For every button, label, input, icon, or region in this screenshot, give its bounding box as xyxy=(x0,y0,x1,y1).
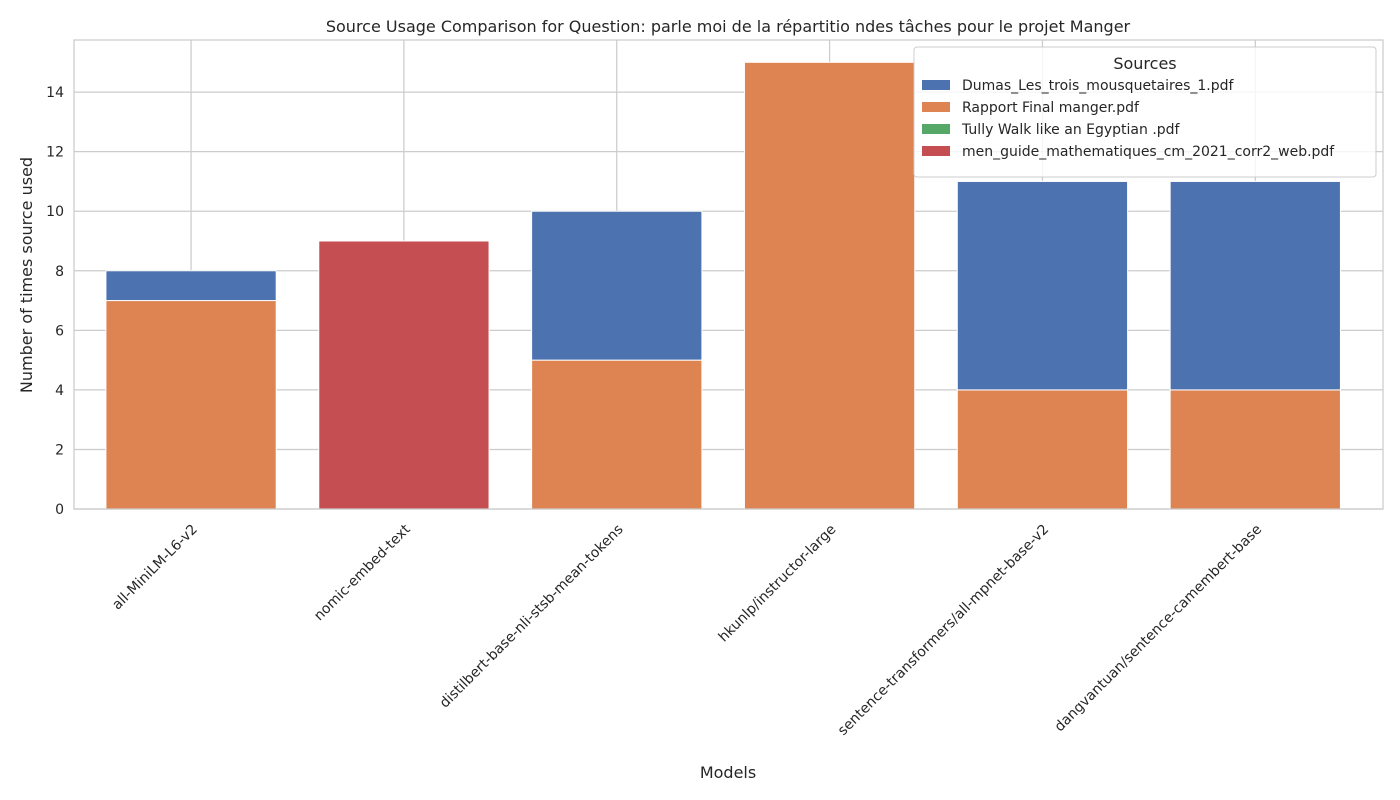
bar-segment xyxy=(743,61,916,510)
bar-segment xyxy=(956,389,1129,510)
y-tick-label: 4 xyxy=(55,383,64,399)
legend-label: Dumas_Les_trois_mousquetaires_1.pdf xyxy=(962,78,1234,94)
y-tick-label: 12 xyxy=(46,145,64,161)
x-tick-label: dangvantuan/sentence-camembert-base xyxy=(1052,522,1266,736)
bar-segment xyxy=(1169,180,1341,391)
chart-title: Source Usage Comparison for Question: pa… xyxy=(326,17,1131,36)
y-tick-label: 0 xyxy=(55,502,64,518)
bar-segment xyxy=(318,240,490,510)
bar-segment xyxy=(956,180,1129,391)
legend-items: Dumas_Les_trois_mousquetaires_1.pdf Rappo… xyxy=(922,78,1335,160)
bar-segment xyxy=(531,359,703,510)
x-tick-label: hkunlp/instructor-large xyxy=(716,522,840,646)
bar-segment xyxy=(105,270,277,302)
y-tick-label: 2 xyxy=(55,442,64,458)
legend-title: Sources xyxy=(1113,54,1176,73)
y-tick-labels: 0 2 4 6 8 10 12 14 xyxy=(46,85,64,518)
y-tick-label: 10 xyxy=(46,204,64,220)
x-tick-label: nomic-embed-text xyxy=(311,521,414,624)
x-tick-label: distilbert-base-nli-stsb-mean-tokens xyxy=(437,522,627,712)
legend-frame xyxy=(913,46,1377,178)
x-tick-label: sentence-transformers/all-mpnet-base-v2 xyxy=(835,522,1052,739)
y-axis-label: Number of times source used xyxy=(17,157,36,393)
bar-segment xyxy=(105,300,277,510)
plot-frame xyxy=(73,39,1384,510)
bars xyxy=(105,61,1341,510)
legend-label: Rapport Final manger.pdf xyxy=(962,100,1140,116)
x-tick-labels: all-MiniLM-L6-v2 nomic-embed-text distilbe… xyxy=(109,521,1265,739)
x-axis-label: Models xyxy=(700,763,756,782)
legend-label: men_guide_mathematiques_cm_2021_corr2_we… xyxy=(962,144,1335,160)
x-tick-label: all-MiniLM-L6-v2 xyxy=(109,522,201,614)
legend-swatch xyxy=(922,124,950,134)
legend: Sources Dumas_Les_trois_mousquetaires_1.… xyxy=(913,46,1377,178)
bar-segment xyxy=(531,210,703,361)
y-tick-label: 6 xyxy=(55,323,64,339)
legend-swatch xyxy=(922,102,950,112)
legend-swatch xyxy=(922,80,950,90)
y-tick-label: 8 xyxy=(55,264,64,280)
legend-label: Tully Walk like an Egyptian .pdf xyxy=(961,122,1181,138)
legend-swatch xyxy=(922,146,950,156)
y-tick-label: 14 xyxy=(46,85,64,101)
bar-segment xyxy=(1169,389,1341,510)
